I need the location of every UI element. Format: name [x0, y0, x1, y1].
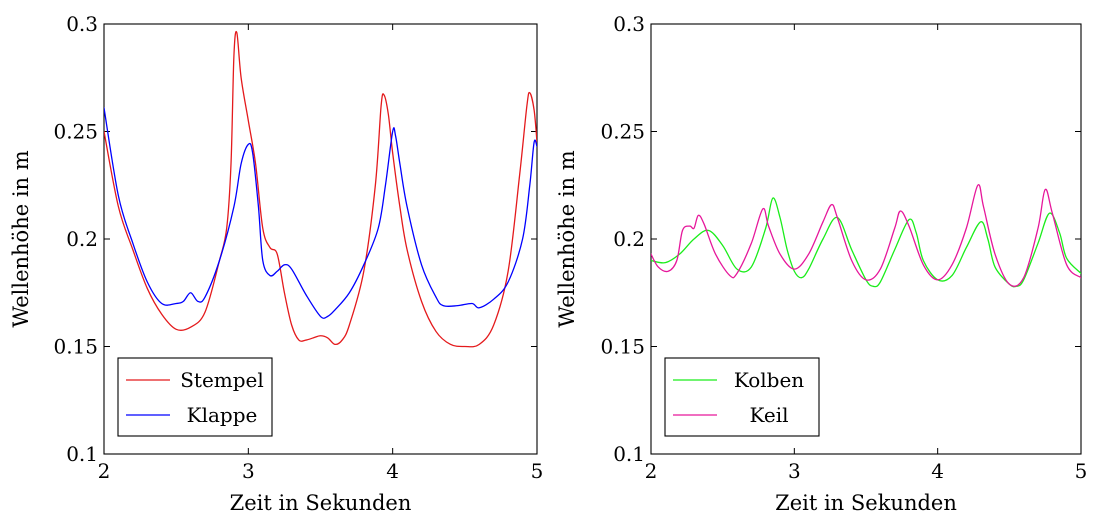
legend-label: Keil [749, 403, 788, 427]
x-tick: 4 [386, 24, 399, 483]
x-axis-label: Zeit in Sekunden [230, 491, 412, 515]
x-tick: 2 [645, 24, 658, 483]
chart-right: 2 3 4 5 0.1 0.15 0.2 0.25 0.3 Zeit in Sekunden Wel… [555, 12, 1087, 515]
legend: Stempel Klappe [117, 357, 273, 437]
y-tick-label: 0.15 [600, 335, 645, 359]
series-line-stempel [104, 31, 537, 348]
x-tick: 5 [1075, 24, 1088, 483]
y-axis-label: Wellenhöhe in m [555, 150, 579, 327]
y-tick: 0.25 [600, 120, 1081, 144]
x-tick: 5 [531, 24, 544, 483]
x-tick: 3 [242, 24, 255, 483]
y-tick: 0.15 [600, 335, 1081, 359]
y-tick-label: 0.15 [53, 335, 98, 359]
y-tick-label: 0.2 [66, 227, 98, 251]
y-tick: 0.25 [53, 120, 537, 144]
legend-label: Klappe [187, 403, 258, 427]
y-tick: 0.1 [66, 442, 537, 466]
x-axis-label: Zeit in Sekunden [775, 491, 957, 515]
legend-box [117, 357, 273, 437]
series-line-klappe [104, 107, 537, 319]
y-tick: 0.1 [613, 442, 1081, 466]
series-line-keil [651, 184, 1081, 287]
legend-label: Kolben [734, 368, 804, 392]
y-axis-label: Wellenhöhe in m [9, 150, 33, 327]
y-tick-label: 0.25 [600, 120, 645, 144]
series-line-kolben [651, 197, 1081, 288]
x-tick-label: 3 [242, 459, 255, 483]
y-tick-label: 0.3 [66, 12, 98, 36]
x-tick-label: 5 [531, 459, 544, 483]
y-tick: 0.2 [613, 227, 1081, 251]
x-tick: 3 [788, 24, 801, 483]
legend-box [664, 357, 820, 437]
legend: Kolben Keil [664, 357, 820, 437]
x-tick-label: 2 [98, 459, 111, 483]
legend-label: Stempel [180, 368, 264, 392]
y-tick: 0.3 [613, 12, 1081, 36]
y-tick-label: 0.1 [66, 442, 98, 466]
x-tick: 4 [931, 24, 944, 483]
y-tick: 0.15 [53, 335, 537, 359]
x-tick-label: 4 [931, 459, 944, 483]
y-tick-label: 0.1 [613, 442, 645, 466]
y-tick: 0.3 [66, 12, 537, 36]
y-tick-label: 0.3 [613, 12, 645, 36]
y-tick: 0.2 [66, 227, 537, 251]
y-tick-label: 0.25 [53, 120, 98, 144]
x-tick-label: 4 [386, 459, 399, 483]
chart-left: 2 3 4 5 0.1 0.15 0.2 0.25 0.3 Zeit in Sekunden Wel… [9, 12, 543, 515]
y-tick-label: 0.2 [613, 227, 645, 251]
x-tick: 2 [98, 24, 111, 483]
x-tick-label: 2 [645, 459, 658, 483]
x-tick-label: 3 [788, 459, 801, 483]
x-tick-label: 5 [1075, 459, 1088, 483]
